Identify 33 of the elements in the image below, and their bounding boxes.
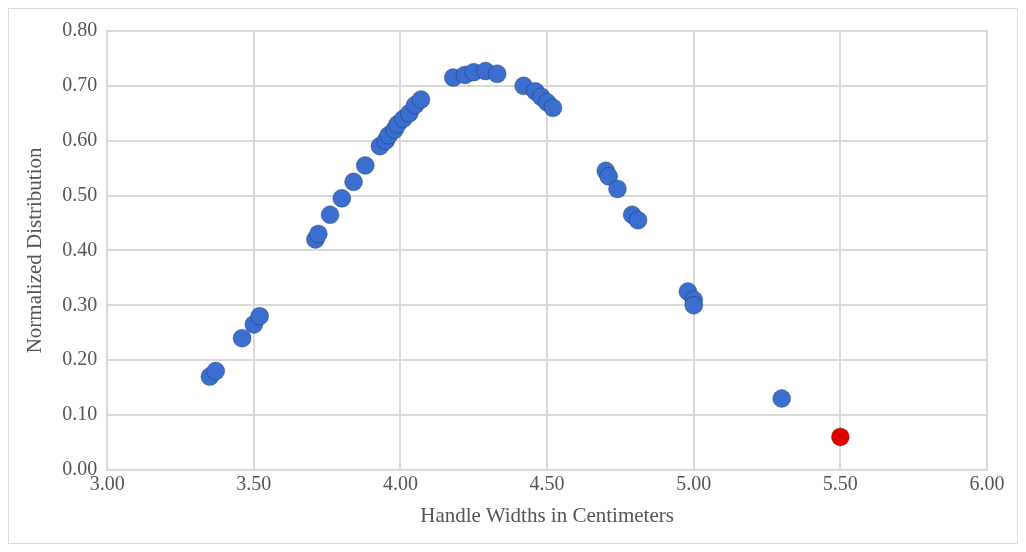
y-axis-title: Normalized Distribution — [22, 146, 47, 354]
y-tick-label: 0.30 — [62, 292, 98, 315]
point — [830, 427, 850, 447]
point — [232, 328, 252, 348]
y-tick-label: 0.80 — [62, 18, 98, 41]
point — [772, 389, 792, 408]
point — [344, 172, 364, 192]
x-tick-label: 3.50 — [236, 472, 272, 495]
point — [206, 361, 226, 381]
x-tick-label: 5.50 — [822, 472, 858, 495]
point — [320, 205, 340, 225]
point — [599, 166, 619, 186]
y-tick-label: 0.60 — [62, 127, 98, 150]
x-tick-label: 4.50 — [529, 472, 565, 495]
point — [607, 179, 627, 199]
point — [355, 155, 375, 175]
y-tick-label: 0.50 — [62, 182, 98, 205]
y-tick-label: 0.10 — [62, 402, 98, 425]
x-tick-label: 4.00 — [382, 472, 418, 495]
point — [332, 188, 352, 208]
point — [308, 224, 328, 244]
y-tick-label: 0.40 — [62, 237, 98, 260]
point — [487, 64, 507, 84]
point — [411, 90, 431, 110]
point — [684, 295, 704, 315]
x-axis-title: Handle Widths in Centimeters — [420, 502, 674, 527]
y-tick-label: 0.70 — [62, 73, 98, 96]
point — [543, 98, 563, 118]
y-tick-label: 0.20 — [62, 347, 98, 370]
x-tick-label: 5.00 — [676, 472, 712, 495]
point — [628, 210, 648, 230]
point — [250, 306, 270, 326]
x-tick-label: 6.00 — [969, 472, 1005, 495]
